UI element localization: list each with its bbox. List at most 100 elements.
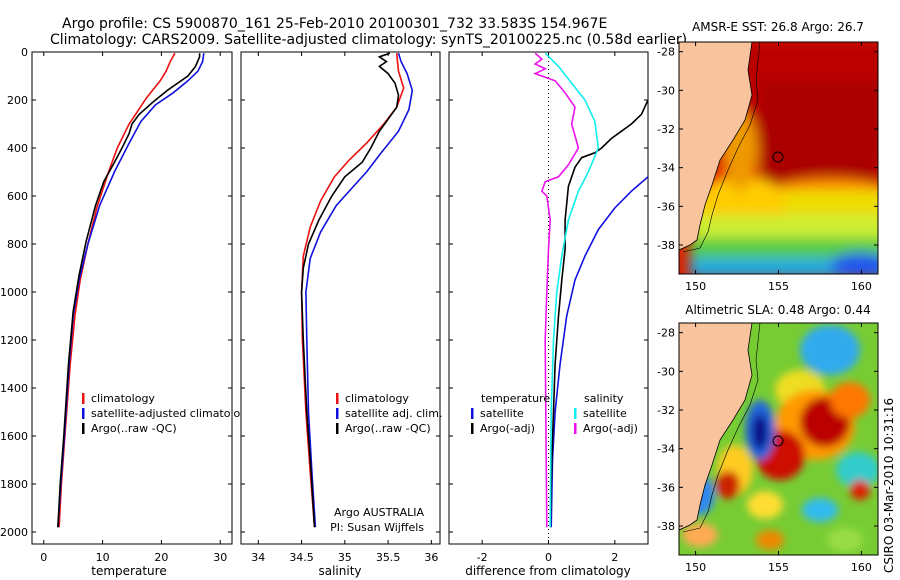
difference-xlabel: difference from climatology <box>465 564 631 578</box>
legend-swatch-salinity-argo-adj <box>574 423 577 434</box>
legend-swatch-satellite-adj-clim <box>336 408 339 419</box>
map-lat-tick-label: -30 <box>657 365 675 378</box>
x-tick-label: 36 <box>424 551 438 564</box>
salinity-x-ticks: 34 34.5 35 35.5 36 <box>241 51 440 564</box>
legend-swatch-argo-raw-qc <box>82 423 85 434</box>
legend-swatch-salinity-satellite <box>574 408 577 419</box>
salinity-panel: 34 34.5 35 35.5 36 climatology satellite adj.… <box>240 51 442 578</box>
sla-shelf-contour <box>682 323 761 533</box>
temperature-xlabel: temperature <box>91 564 166 578</box>
map-lat-tick-label: -34 <box>657 162 675 175</box>
sst-map-title: AMSR-E SST: 26.8 Argo: 26.7 <box>692 20 864 34</box>
legend-heading-salinity: salinity <box>584 392 624 405</box>
legend-item-climatology: climatology <box>91 392 155 405</box>
depth-tick-label: 800 <box>7 238 28 251</box>
map-lon-tick-label: 150 <box>685 280 706 293</box>
legend-item-argo-raw-qc: Argo(..raw -QC) <box>345 422 431 435</box>
depth-tick-label: 1600 <box>0 430 28 443</box>
x-tick-label: 30 <box>213 551 227 564</box>
x-tick-label: -2 <box>477 551 488 564</box>
x-tick-label: 0 <box>545 551 552 564</box>
map-lon-tick-label: 155 <box>768 561 789 574</box>
figure-title-line-2: Climatology: CARS2009. Satellite-adjuste… <box>50 32 687 48</box>
map-lon-tick-label: 160 <box>851 561 872 574</box>
legend-swatch-climatology <box>336 393 339 404</box>
depth-tick-label: 1000 <box>0 286 28 299</box>
depth-tick-label: 600 <box>7 190 28 203</box>
depth-ticks: 0 200 400 600 800 1000 1200 1400 1600 1800 2000 <box>0 46 232 539</box>
depth-tick-label: 2000 <box>0 526 28 539</box>
legend-item-salinity-satellite: satellite <box>583 407 627 420</box>
temperature-panel: 0 200 400 600 800 1000 1200 1400 1600 1800 2000 0 1… <box>0 46 254 578</box>
legend-item-satellite-adjusted-climatology: satellite-adjusted climatology <box>91 407 254 420</box>
x-tick-label: 35 <box>338 551 352 564</box>
timestamp-label: CSIRO 03-Mar-2010 10:31:16 <box>882 398 896 573</box>
map-lon-tick-label: 155 <box>768 280 789 293</box>
x-tick-label: 10 <box>96 551 110 564</box>
salinity-legend: climatology satellite adj. clim. Argo(..ra… <box>336 392 442 435</box>
sst-map-ticks: -28 -30 -32 -34 -36 -38 150 155 160 <box>657 42 878 293</box>
map-lat-tick-label: -36 <box>657 481 675 494</box>
series-line-climatology <box>300 53 405 528</box>
series-line-temperature-satellite <box>550 176 648 528</box>
depth-tick-label: 1200 <box>0 334 28 347</box>
depth-tick-label: 0 <box>21 46 28 59</box>
temperature-profiles <box>57 52 205 528</box>
map-lat-tick-label: -28 <box>657 46 675 59</box>
series-line-salinity-satellite <box>544 52 600 528</box>
sla-field <box>679 323 878 555</box>
legend-item-satellite-adj-clim: satellite adj. clim. <box>345 407 442 420</box>
depth-tick-label: 1800 <box>0 478 28 491</box>
difference-panel: -2 0 2 temperature satellite Argo(-adj) salin… <box>448 51 649 578</box>
difference-x-ticks: -2 0 2 <box>449 51 648 564</box>
legend-heading-temperature: temperature <box>481 392 550 405</box>
difference-profiles <box>533 52 648 528</box>
sla-float-marker <box>772 435 784 447</box>
sst-land <box>679 42 753 251</box>
legend-item-argo-raw-qc: Argo(..raw -QC) <box>91 422 177 435</box>
legend-swatch-argo-raw-qc <box>336 423 339 434</box>
map-lon-tick-label: 150 <box>685 561 706 574</box>
map-lat-tick-label: -32 <box>657 123 675 136</box>
salinity-profiles <box>300 52 414 528</box>
legend-swatch-temperature-argo-adj <box>471 423 474 434</box>
difference-legend: temperature satellite Argo(-adj) salinity sa… <box>471 392 638 435</box>
series-line-argo-raw-qc <box>300 52 400 528</box>
map-lat-tick-label: -34 <box>657 443 675 456</box>
sla-map-title: Altimetric SLA: 0.48 Argo: 0.44 <box>685 303 870 317</box>
x-tick-label: 0 <box>40 551 47 564</box>
legend-item-salinity-argo-adj: Argo(-adj) <box>583 422 638 435</box>
series-line-temperature-argo-adj <box>549 99 648 528</box>
temperature-x-ticks: 0 10 20 30 <box>40 52 227 564</box>
legend-item-temperature-satellite: satellite <box>480 407 524 420</box>
map-lat-tick-label: -30 <box>657 84 675 97</box>
legend-swatch-satellite-adjusted-climatology <box>82 408 85 419</box>
x-tick-label: 20 <box>154 551 168 564</box>
sst-field <box>679 42 878 274</box>
legend-swatch-climatology <box>82 393 85 404</box>
sla-land <box>679 323 753 531</box>
salinity-axes-frame <box>240 51 441 545</box>
temperature-legend: climatology satellite-adjusted climatolog… <box>82 392 254 435</box>
series-line-salinity-argo-adj <box>533 52 580 528</box>
salinity-xlabel: salinity <box>318 564 361 578</box>
figure-title-line-1: Argo profile: CS 5900870_161 25-Feb-2010… <box>62 16 607 32</box>
temperature-axes-frame <box>31 51 233 545</box>
sla-map-ticks: -28 -30 -32 -34 -36 -38 150 155 160 <box>657 323 878 574</box>
legend-swatch-temperature-satellite <box>471 408 474 419</box>
legend-item-temperature-argo-adj: Argo(-adj) <box>480 422 535 435</box>
sst-shelf-contour <box>682 42 761 253</box>
series-line-argo-raw-qc <box>57 53 201 528</box>
x-tick-label: 34.5 <box>289 551 314 564</box>
map-lat-tick-label: -28 <box>657 327 675 340</box>
series-line-satellite-adj-clim <box>305 52 414 528</box>
depth-tick-label: 200 <box>7 94 28 107</box>
sla-map: Altimetric SLA: 0.48 Argo: 0.44 <box>657 303 879 574</box>
sst-float-marker <box>772 151 784 163</box>
map-lat-tick-label: -36 <box>657 200 675 213</box>
float-pi-label: PI: Susan Wijffels <box>330 521 424 534</box>
depth-tick-label: 400 <box>7 142 28 155</box>
x-tick-label: 35.5 <box>376 551 401 564</box>
depth-tick-label: 1400 <box>0 382 28 395</box>
